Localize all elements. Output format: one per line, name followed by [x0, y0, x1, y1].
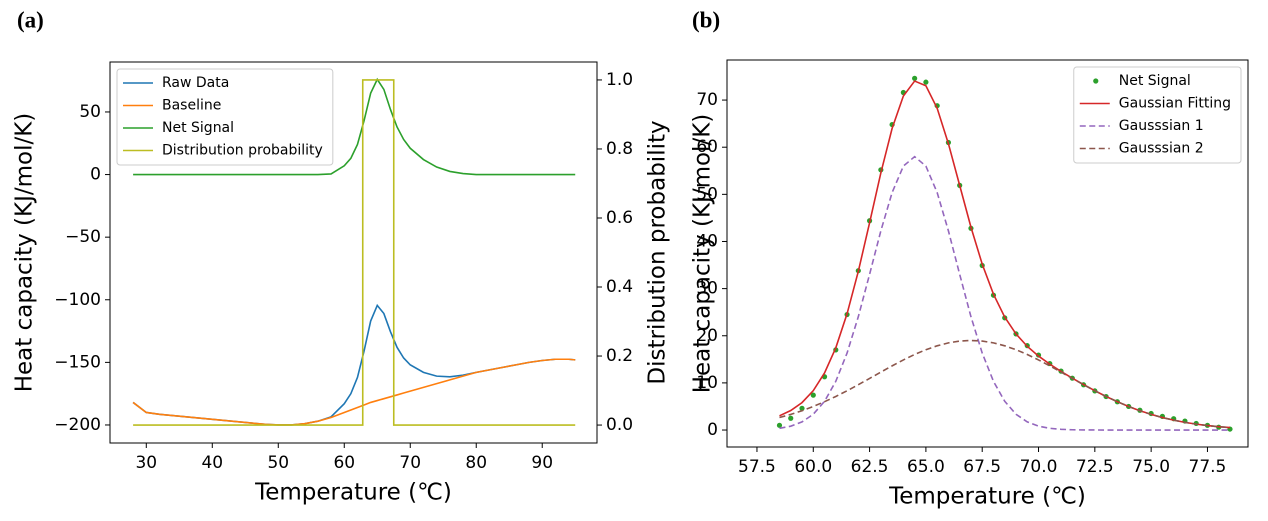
y-tick-label: −50	[65, 227, 101, 247]
x-tick-label: 62.5	[851, 457, 889, 477]
y-tick-label: 60	[696, 137, 718, 157]
x-tick-label: 30	[135, 453, 157, 473]
series-line	[779, 339, 1231, 429]
x-tick-label: 67.5	[963, 457, 1001, 477]
legend-label: Net Signal	[162, 120, 234, 136]
y-tick-label: 70	[696, 90, 718, 110]
series-line	[132, 303, 576, 426]
y-tick-label: 0	[90, 165, 101, 185]
legend-item: Raw Data	[123, 75, 229, 91]
y-tick-label: 0	[707, 420, 718, 440]
y2-tick-label: 0.8	[606, 139, 633, 159]
legend-label: Raw Data	[162, 75, 229, 91]
y-tick-label: 50	[696, 184, 718, 204]
x-tick-label: 40	[201, 453, 223, 473]
data-point	[810, 392, 816, 398]
x-tick-label: 90	[531, 453, 553, 473]
plot-area	[132, 77, 576, 426]
series-line	[132, 358, 576, 426]
y-tick-label: 20	[696, 326, 718, 346]
legend-item: Gausssian 1	[1079, 118, 1204, 134]
legend-item: Gausssian 2	[1079, 141, 1204, 157]
plot-frame	[109, 61, 598, 444]
panel-title: (a)	[17, 7, 44, 32]
panel-title: (b)	[692, 7, 720, 32]
legend-item: Net Signal	[123, 120, 234, 136]
y-tick-label: −150	[54, 352, 101, 372]
data-point	[923, 79, 929, 85]
legend-item: Distribution probability	[123, 143, 323, 159]
x-tick-label: 65.0	[907, 457, 945, 477]
y2-tick-label: 0.2	[606, 346, 633, 366]
data-point	[912, 75, 918, 81]
legend-frame	[116, 68, 334, 166]
x-tick-label: 70.0	[1020, 457, 1058, 477]
x-tick-label: 70	[399, 453, 421, 473]
y2-tick-label: 0.0	[606, 415, 633, 435]
x-tick-label: 75.0	[1132, 457, 1170, 477]
legend-label: Gausssian 2	[1119, 141, 1204, 157]
y2-tick-label: 1.0	[606, 70, 633, 90]
legend-label: Distribution probability	[162, 143, 323, 159]
legend: Net Signal Gaussian Fitting Gausssian 1 Gau…	[1073, 66, 1242, 164]
y-tick-label: 40	[696, 231, 718, 251]
legend-label: Baseline	[162, 98, 221, 114]
x-tick-label: 77.5	[1189, 457, 1227, 477]
x-tick-label: 50	[267, 453, 289, 473]
y-tick-label: 50	[79, 102, 101, 122]
legend-frame	[1073, 66, 1242, 164]
y-axis-label: Heat capacity (KJ/mol/K)	[690, 114, 716, 394]
series-line	[133, 79, 576, 426]
y-tick-label: −100	[54, 290, 101, 310]
y-tick-label: −200	[54, 415, 101, 435]
x-tick-label: 60.0	[794, 457, 832, 477]
legend-item: Gaussian Fitting	[1079, 96, 1231, 112]
x-tick-label: 60	[333, 453, 355, 473]
y-axis-label: Heat capacity (KJ/mol/K)	[12, 113, 38, 393]
y2-axis-label: Distribution probability	[645, 120, 671, 384]
plot-frame	[726, 59, 1249, 448]
series-line	[779, 80, 1231, 429]
x-tick-label: 80	[465, 453, 487, 473]
x-axis-label: Temperature (℃)	[888, 484, 1086, 510]
series-line	[779, 155, 1230, 431]
legend-item: Baseline	[123, 98, 221, 114]
y2-tick-label: 0.4	[606, 277, 633, 297]
data-point	[776, 422, 783, 428]
x-tick-label: 72.5	[1076, 457, 1114, 477]
series-line	[133, 77, 576, 176]
y-tick-label: 10	[696, 373, 718, 393]
legend: Raw Data Baseline Net Signal Distribution p…	[116, 68, 334, 166]
data-point	[788, 415, 794, 421]
x-axis-label: Temperature (℃)	[254, 480, 452, 506]
legend-item: Net Signal	[1093, 73, 1191, 89]
legend-marker	[1093, 78, 1099, 84]
data-point	[799, 405, 805, 411]
x-tick-label: 57.5	[738, 457, 776, 477]
y-tick-label: 30	[696, 279, 718, 299]
y2-tick-label: 0.6	[606, 208, 633, 228]
plot-area	[776, 75, 1233, 432]
legend-label: Gaussian Fitting	[1119, 96, 1231, 112]
legend-label: Gausssian 1	[1119, 118, 1204, 134]
legend-label: Net Signal	[1119, 73, 1191, 89]
